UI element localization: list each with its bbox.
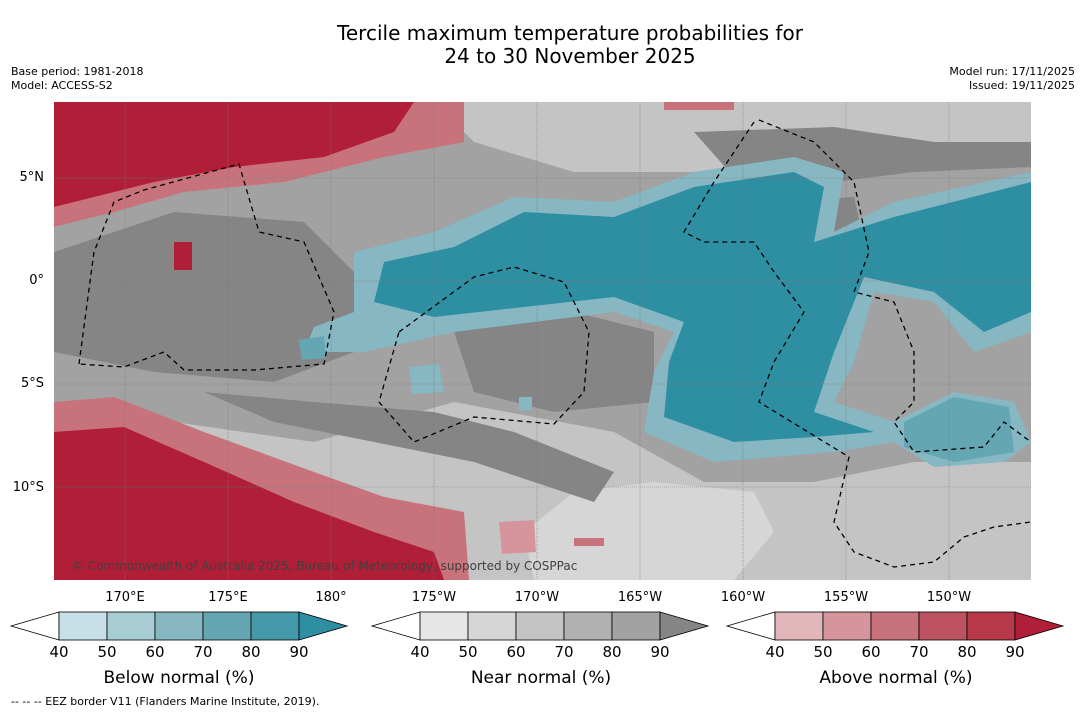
- lon-label-165w: 165°W: [617, 590, 663, 605]
- colorbar-above-segment-40: [774, 611, 824, 641]
- cb-below-tick-50: 50: [97, 643, 117, 661]
- colorbar-above-min-extension: [725, 611, 776, 641]
- colorbar-near-segment-80: [611, 611, 661, 641]
- below-normal-small-patch-2: [299, 336, 326, 360]
- lon-label-170e: 170°E: [105, 590, 145, 605]
- cb-near-tick-40: 40: [410, 643, 430, 661]
- above-normal-south-patch: [499, 520, 536, 554]
- meta-right: Model run: 17/11/2025 Issued: 19/11/2025: [949, 65, 1075, 93]
- title-line-2: 24 to 30 November 2025: [444, 44, 696, 68]
- colorbar-near-segment-60: [515, 611, 565, 641]
- lon-label-170w: 170°W: [514, 590, 560, 605]
- eez-borders: [78, 119, 1031, 568]
- colorbar-near-max-extension: [659, 611, 710, 641]
- colorbar-below-min-extension: [9, 611, 60, 641]
- cb-above-tick-60: 60: [861, 643, 881, 661]
- lon-label-175w: 175°W: [411, 590, 457, 605]
- model-name: Model: ACCESS-S2: [11, 79, 113, 92]
- colorbar-below-segment-40: [58, 611, 108, 641]
- cb-above-tick-40: 40: [765, 643, 785, 661]
- colorbar-near-segment-50: [467, 611, 517, 641]
- meta-left: Base period: 1981-2018 Model: ACCESS-S2: [11, 65, 143, 93]
- lon-label-155w: 155°W: [823, 590, 869, 605]
- graticule: [54, 102, 1031, 580]
- above-normal-north-strip: [664, 102, 734, 110]
- near-normal-dark-central: [454, 312, 654, 412]
- near-normal-dark-west: [54, 212, 354, 382]
- cb-near-tick-60: 60: [506, 643, 526, 661]
- colorbar-below-segment-70: [202, 611, 252, 641]
- below-normal-small-patch-3: [519, 397, 532, 410]
- colorbar-below-max-extension: [298, 611, 349, 641]
- cb-above-tick-90: 90: [1005, 643, 1025, 661]
- eez-kiribati-phoenix: [378, 266, 590, 443]
- cb-below-tick-70: 70: [193, 643, 213, 661]
- above-normal-south-strip: [574, 538, 604, 546]
- cb-above-tick-70: 70: [909, 643, 929, 661]
- colorbar-near-segment-70: [563, 611, 613, 641]
- cb-below-label: Below normal (%): [103, 668, 255, 688]
- lon-label-150w: 150°W: [926, 590, 972, 605]
- cb-below-tick-60: 60: [145, 643, 165, 661]
- colorbar-below-segment-60: [154, 611, 204, 641]
- near-normal-dark-south: [204, 392, 614, 502]
- colorbar-near-segment-40: [419, 611, 469, 641]
- lat-label-10s: 10°S: [12, 480, 44, 495]
- above-normal-island: [174, 242, 192, 270]
- cb-near-tick-70: 70: [554, 643, 574, 661]
- lon-label-180: 180°: [315, 590, 347, 605]
- above-normal-northwest-dark: [54, 102, 414, 207]
- base-period: Base period: 1981-2018: [11, 65, 144, 78]
- colorbar-above-segment-70: [918, 611, 968, 641]
- copyright-notice: © Commonwealth of Australia 2025, Bureau…: [72, 559, 577, 573]
- lon-label-175e: 175°E: [208, 590, 248, 605]
- map-title: Tercile maximum temperature probabilitie…: [0, 22, 1085, 68]
- model-run: Model run: 17/11/2025: [949, 65, 1075, 78]
- probability-map: © Commonwealth of Australia 2025, Bureau…: [54, 102, 1031, 580]
- colorbar-below-segment-50: [106, 611, 156, 641]
- colorbar-above-segment-50: [822, 611, 872, 641]
- above-normal-southwest-dark: [54, 427, 444, 580]
- colorbar-above-segment-60: [870, 611, 920, 641]
- below-normal-small-patch-1: [409, 364, 444, 394]
- eez-legend-footer: -- -- -- EEZ border V11 (Flanders Marine…: [11, 695, 320, 708]
- cb-above-label: Above normal (%): [819, 668, 973, 688]
- cb-near-label: Near normal (%): [470, 668, 612, 688]
- below-normal-east-patch: [904, 397, 1014, 462]
- near-normal-lightest-patch: [524, 482, 774, 580]
- cb-above-tick-80: 80: [957, 643, 977, 661]
- cb-near-tick-50: 50: [458, 643, 478, 661]
- colorbar-near-min-extension: [370, 611, 421, 641]
- colorbar-below-segment-80: [250, 611, 300, 641]
- issued-date: Issued: 19/11/2025: [968, 79, 1075, 92]
- lat-label-0: 0°: [29, 273, 44, 288]
- cb-above-tick-50: 50: [813, 643, 833, 661]
- colorbar-near-normal: [370, 611, 710, 641]
- eez-kiribati-line: [758, 119, 1031, 453]
- lat-label-5n: 5°N: [19, 170, 45, 185]
- eez-kiribati-line-west: [683, 121, 1031, 568]
- colorbar-below-normal: [9, 611, 349, 641]
- title-line-1: Tercile maximum temperature probabilitie…: [337, 21, 803, 45]
- lat-label-5s: 5°S: [20, 376, 44, 391]
- colorbar-above-segment-80: [966, 611, 1016, 641]
- cb-below-tick-40: 40: [49, 643, 69, 661]
- cb-below-tick-80: 80: [241, 643, 261, 661]
- colorbars: [9, 611, 1065, 641]
- colorbar-above-max-extension: [1014, 611, 1065, 641]
- cb-below-tick-90: 90: [289, 643, 309, 661]
- cb-near-tick-80: 80: [602, 643, 622, 661]
- eez-kiribati-gilberts: [78, 163, 335, 371]
- cb-near-tick-90: 90: [650, 643, 670, 661]
- lon-label-160w: 160°W: [720, 590, 766, 605]
- colorbar-above-normal: [725, 611, 1065, 641]
